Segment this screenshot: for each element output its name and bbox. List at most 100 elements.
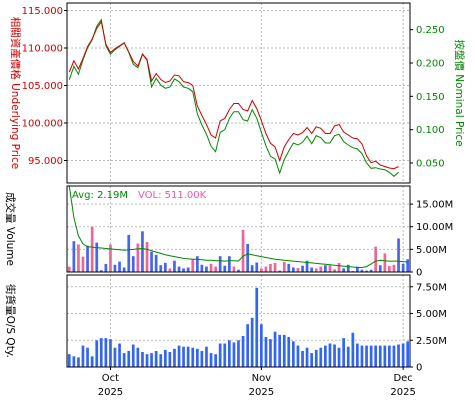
volume-bar <box>122 267 126 272</box>
volume-bar <box>406 259 409 272</box>
os-qty-bar <box>182 346 185 367</box>
os-qty-bar <box>113 347 117 367</box>
volume-bar <box>223 265 227 272</box>
volume-bar <box>388 266 391 272</box>
volume-bar <box>319 266 323 272</box>
price-panel-frame <box>66 2 411 184</box>
x-tick-month: Nov <box>252 373 272 384</box>
volume-bar <box>99 270 103 272</box>
os-qty-bar <box>269 339 272 367</box>
volume-bar <box>328 265 332 272</box>
volume-bar <box>95 242 99 272</box>
volume-bar <box>383 253 387 272</box>
os-tick-label: 0 <box>416 363 422 374</box>
volume-bar <box>191 259 195 272</box>
os-qty-bar <box>264 337 268 367</box>
volume-bar <box>310 267 313 272</box>
os-qty-bar <box>191 347 195 367</box>
volume-bar <box>228 256 231 272</box>
os-qty-bar <box>122 353 126 367</box>
os-qty-bar <box>205 346 208 367</box>
volume-bar <box>214 266 217 272</box>
volume-bar <box>369 269 373 272</box>
os-qty-bar <box>127 351 131 367</box>
os-qty-bar <box>406 341 409 367</box>
volume-bar <box>401 263 405 272</box>
os-qty-bar <box>392 345 396 367</box>
os-qty-bar <box>255 287 259 367</box>
os-qty-bar <box>109 339 112 367</box>
os-qty-bar <box>90 356 94 367</box>
os-tick-label: 5.00M <box>416 309 447 320</box>
volume-bar <box>333 269 336 272</box>
volume-bar <box>250 265 254 272</box>
os-qty-bar <box>397 344 400 367</box>
os-qty-bar <box>305 347 309 367</box>
volume-tick-label: 15.00M <box>416 200 453 211</box>
os-qty-bar <box>314 349 318 367</box>
os-qty-bar <box>351 332 355 367</box>
volume-bar <box>360 269 364 272</box>
os-qty-bar <box>356 343 359 367</box>
right-tick-label: 0.200 <box>416 59 445 70</box>
volume-bar <box>241 229 245 272</box>
volume-bar <box>186 267 190 272</box>
volume-bar <box>109 244 112 272</box>
volume-bar <box>296 267 300 272</box>
volume-bar <box>86 245 89 272</box>
volume-bar <box>200 264 204 272</box>
volume-bar <box>342 268 345 272</box>
os-qty-bar <box>319 347 323 367</box>
x-tick-month: Oct <box>102 373 119 384</box>
volume-bar <box>269 263 272 272</box>
os-qty-bar <box>282 334 286 367</box>
right-tick-label: 0.150 <box>416 92 445 103</box>
os-qty-bar <box>67 354 71 367</box>
os-qty-bar <box>241 336 245 367</box>
left-tick-label: 95.000 <box>28 156 63 167</box>
underlying-axis-title: 相關資產價格 Underlying Price <box>9 17 22 169</box>
left-tick-label: 110.000 <box>22 44 63 55</box>
os-qty-bar <box>214 354 217 367</box>
volume-bar <box>196 256 199 272</box>
volume-bar <box>131 256 135 272</box>
volume-bar <box>232 266 236 272</box>
nominal-axis-title: 按盤價 Nominal Price <box>453 39 466 146</box>
volume-bar <box>301 265 304 272</box>
volume-bar <box>104 263 108 272</box>
os-qty-bar <box>342 338 345 367</box>
volume-average-line <box>68 185 408 268</box>
os-qty-bar <box>196 348 199 367</box>
volume-bar <box>182 268 185 272</box>
os-qty-bar <box>131 344 135 367</box>
os-qty-bar <box>177 345 181 367</box>
os-qty-bar <box>95 340 99 367</box>
os-qty-bar <box>292 341 295 367</box>
volume-bar <box>77 244 80 272</box>
os-qty-bar <box>360 345 364 367</box>
volume-bar <box>209 263 213 272</box>
os-qty-bar <box>168 352 172 367</box>
volume-bar <box>346 264 350 272</box>
volume-bar <box>260 268 263 272</box>
os-qty-bar <box>77 357 80 367</box>
volume-bar <box>173 260 176 272</box>
os-qty-bar <box>324 345 327 367</box>
x-tick-year: 2025 <box>249 387 274 398</box>
volume-bar <box>305 260 309 272</box>
os-qty-bar <box>81 345 85 367</box>
os-qty-bar <box>333 344 336 367</box>
os-qty-bar <box>141 352 144 367</box>
right-tick-label: 0.250 <box>416 25 445 36</box>
os-panel-frame <box>66 274 411 368</box>
os-qty-bar <box>378 345 382 367</box>
volume-tick-label: 5.00M <box>416 245 447 256</box>
os-qty-bar <box>186 346 190 367</box>
os-qty-bar <box>200 351 204 367</box>
os-qty-bar <box>273 331 277 367</box>
volume-bar <box>278 270 281 272</box>
os-qty-bar <box>260 324 263 367</box>
volume-bar <box>264 266 268 272</box>
os-qty-bar <box>86 347 89 367</box>
os-qty-bar <box>296 345 300 367</box>
